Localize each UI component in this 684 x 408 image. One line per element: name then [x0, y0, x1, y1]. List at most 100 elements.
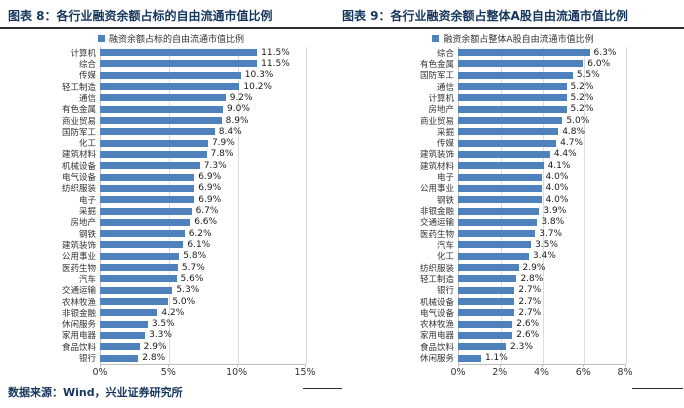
- category-label: 交通运输: [61, 286, 96, 297]
- bar-row: 农林牧渔 2.6%: [342, 319, 684, 330]
- bar-row: 银行 2.8%: [0, 352, 342, 364]
- bar-track: 3.4%: [458, 251, 625, 261]
- value-label: 7.8%: [210, 149, 234, 160]
- bar: [100, 139, 208, 147]
- bar-row: 采掘 4.8%: [342, 126, 684, 138]
- x-axis-tick-label: 8%: [617, 367, 633, 378]
- value-label: 6.1%: [187, 239, 211, 250]
- category-label: 轻工制造: [61, 82, 96, 93]
- bar-row: 交通运输 3.8%: [342, 217, 684, 228]
- value-label: 1.1%: [484, 353, 508, 364]
- charts-container: 融资余额占标的自由流通市值比例 计算机 11.5% 综合 11.5% 传媒 10.3% 轻工…: [0, 29, 684, 379]
- bar: [458, 207, 540, 215]
- bar-row: 通信 5.2%: [342, 81, 684, 93]
- bar-track: 3.7%: [458, 229, 625, 239]
- bar-track: 5.2%: [458, 104, 625, 114]
- bar-track: 2.6%: [458, 319, 625, 329]
- category-label: 家用电器: [61, 331, 96, 342]
- x-axis-tick-label: 15%: [294, 367, 316, 378]
- bar: [100, 354, 139, 362]
- bar-track: 2.7%: [458, 297, 625, 307]
- bar-track: 4.0%: [458, 172, 625, 182]
- x-axis-tick-label: 0%: [92, 367, 108, 378]
- x-axis-tick-label: 2%: [492, 367, 508, 378]
- bar-row: 传媒 4.7%: [342, 138, 684, 149]
- bar-row: 电气设备 6.9%: [0, 171, 342, 183]
- tick-mark: [541, 364, 543, 367]
- bar: [100, 207, 192, 215]
- bar-row: 计算机 5.2%: [342, 92, 684, 104]
- x-axis-ticks: 0% 2% 4% 6% 8%: [450, 364, 633, 379]
- value-label: 5.5%: [576, 70, 600, 81]
- category-label: 交通运输: [419, 218, 454, 229]
- bar-row: 综合 6.3%: [342, 47, 684, 59]
- right-chart-legend: 融资余额占整体A股自由流通市值比例: [342, 32, 684, 45]
- value-label: 6.6%: [194, 217, 218, 228]
- category-label: 国防军工: [419, 71, 454, 82]
- right-cell-bottom-rule: [632, 388, 683, 389]
- bar-row: 交通运输 5.3%: [0, 285, 342, 296]
- bar-row: 公用事业 5.8%: [0, 251, 342, 262]
- bar-track: 4.7%: [458, 138, 625, 148]
- category-label: 休闲服务: [61, 320, 96, 331]
- value-label: 6.3%: [593, 47, 617, 58]
- bar: [458, 139, 557, 147]
- bar-row: 食品饮料 2.9%: [0, 341, 342, 353]
- bar: [458, 354, 481, 362]
- category-label: 农林牧渔: [61, 297, 96, 308]
- bar-track: 8.9%: [100, 116, 305, 126]
- bar-track: 4.2%: [100, 308, 305, 318]
- value-label: 6.9%: [198, 194, 222, 205]
- value-label: 3.4%: [532, 251, 556, 262]
- bar-row: 非银金融 3.9%: [342, 205, 684, 217]
- tick-mark: [458, 364, 459, 367]
- bar-row: 轻工制造 2.8%: [342, 273, 684, 285]
- category-label: 食品饮料: [419, 342, 454, 353]
- category-label: 休闲服务: [419, 354, 454, 365]
- bar: [100, 196, 195, 204]
- x-axis-tick-label: 6%: [575, 367, 591, 378]
- bar: [458, 320, 513, 328]
- left-chart-legend: 融资余额占标的自由流通市值比例: [0, 32, 342, 45]
- value-label: 11.5%: [261, 47, 290, 58]
- category-label: 有色金属: [419, 59, 454, 70]
- bar-row: 非银金融 4.2%: [0, 307, 342, 319]
- value-label: 5.2%: [570, 104, 594, 115]
- x-axis-tick-label: 10%: [226, 367, 248, 378]
- bar: [458, 196, 542, 204]
- category-label: 建筑装饰: [61, 240, 96, 251]
- bar: [100, 173, 195, 181]
- bar-row: 休闲服务 1.1%: [342, 352, 684, 365]
- bar: [100, 230, 185, 238]
- bar-track: 4.4%: [458, 149, 625, 159]
- category-label: 化工: [78, 139, 96, 150]
- bar: [458, 298, 515, 306]
- bar: [458, 60, 584, 68]
- category-label: 钢铁: [436, 195, 454, 206]
- bar: [100, 60, 258, 68]
- bar: [458, 150, 550, 158]
- category-label: 商业贸易: [61, 116, 96, 127]
- category-label: 房地产: [428, 105, 454, 116]
- category-label: 电子: [78, 195, 96, 206]
- category-label: 通信: [436, 82, 454, 93]
- bar: [100, 83, 240, 91]
- value-label: 9.0%: [227, 104, 250, 115]
- left-bar-chart: 融资余额占标的自由流通市值比例 计算机 11.5% 综合 11.5% 传媒 10.3% 轻工…: [0, 29, 342, 379]
- bar-row: 建筑装饰 4.4%: [342, 149, 684, 160]
- category-label: 食品饮料: [61, 342, 96, 353]
- bar: [458, 331, 513, 339]
- bar-row: 建筑材料 4.1%: [342, 160, 684, 172]
- value-label: 5.7%: [181, 262, 205, 273]
- bar-track: 4.8%: [458, 127, 625, 137]
- bar: [458, 117, 563, 125]
- bar: [100, 105, 223, 113]
- category-label: 传媒: [78, 71, 96, 82]
- value-label: 5.3%: [176, 285, 200, 296]
- bar-row: 建筑装饰 6.1%: [0, 239, 342, 251]
- bar-row: 医药生物 3.7%: [342, 228, 684, 240]
- x-axis-ticks: 0% 5% 10% 15%: [92, 364, 316, 379]
- value-label: 2.3%: [510, 341, 533, 352]
- bar-track: 3.8%: [458, 217, 625, 227]
- bar-track: 4.0%: [458, 195, 625, 205]
